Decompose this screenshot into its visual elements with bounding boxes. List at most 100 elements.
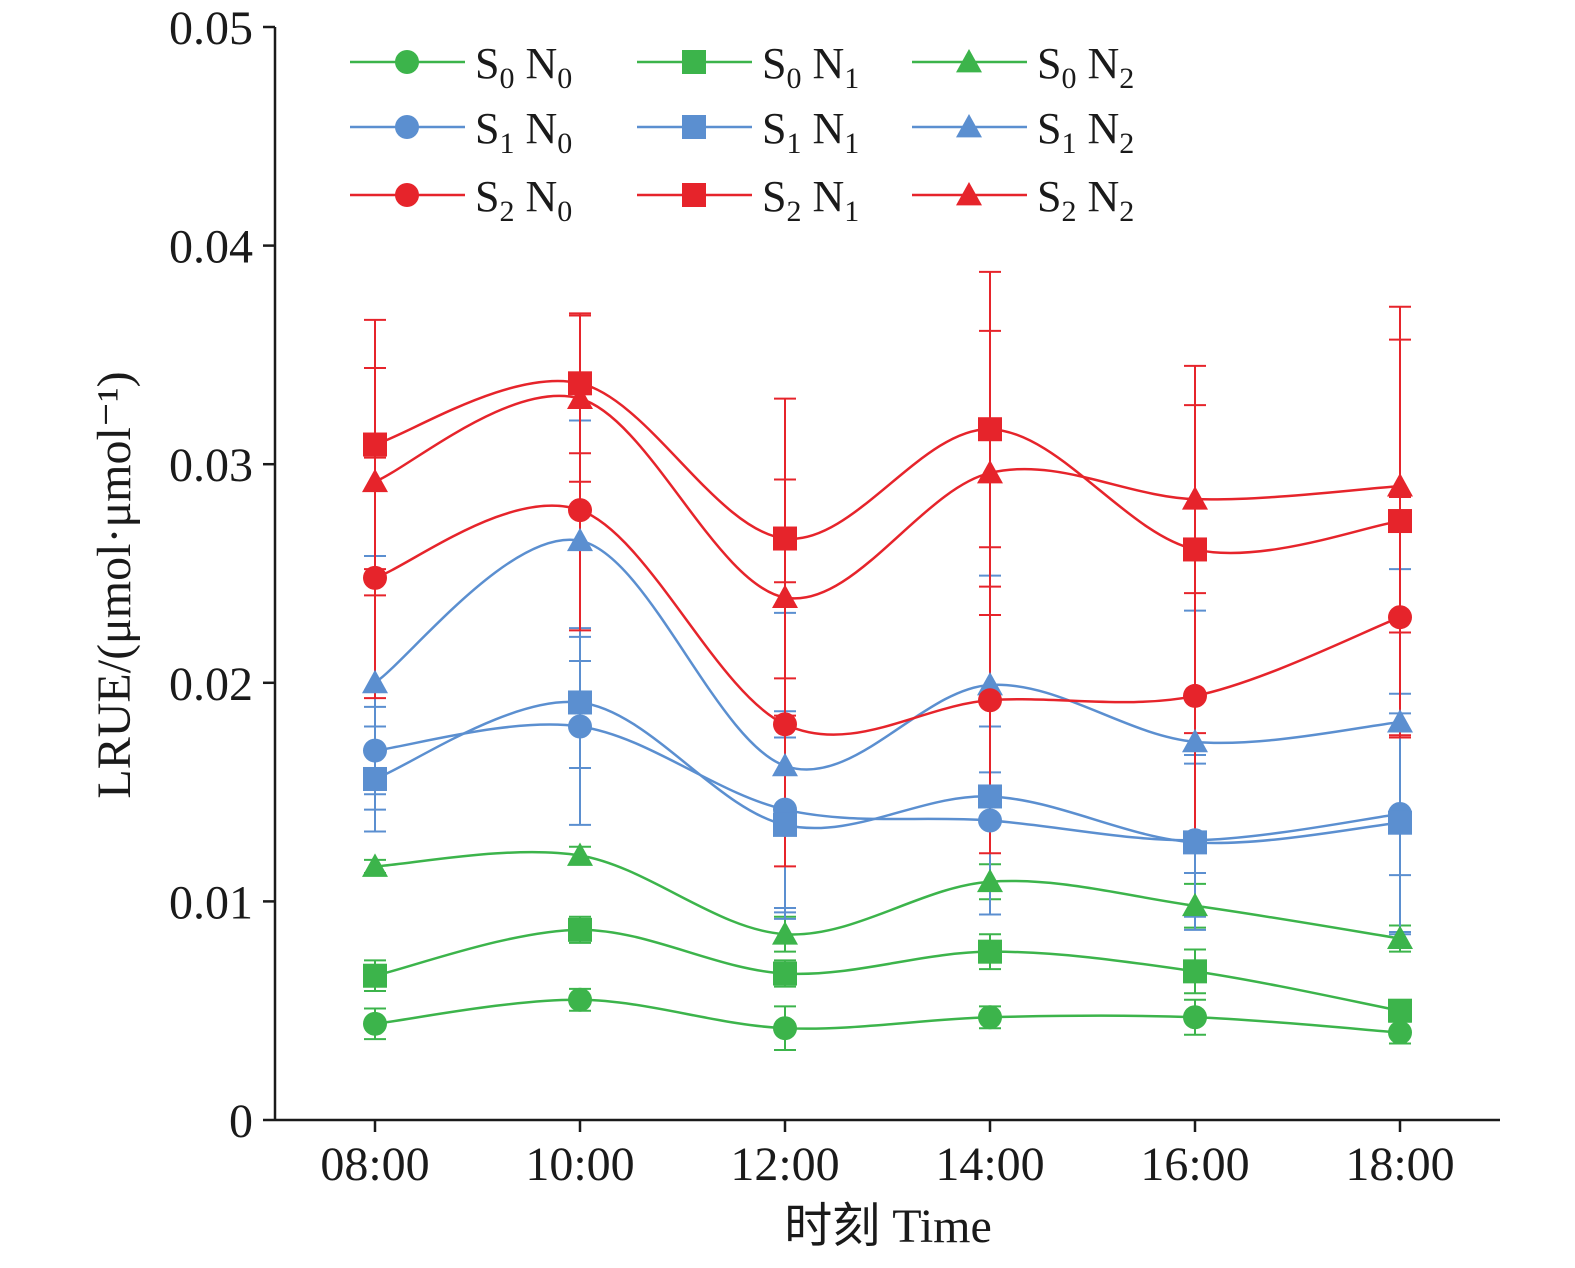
x-axis-label: 时刻 Time bbox=[784, 1200, 992, 1253]
series-line bbox=[374, 538, 1401, 771]
data-point bbox=[1387, 925, 1413, 949]
data-point bbox=[1388, 605, 1412, 630]
legend-item: S0 N2 bbox=[912, 39, 1134, 95]
data-point bbox=[568, 917, 592, 942]
y-tick-label: 0.05 bbox=[169, 2, 253, 55]
data-point bbox=[363, 738, 387, 763]
data-point bbox=[773, 1016, 797, 1041]
legend-marker bbox=[395, 115, 419, 139]
legend-marker bbox=[956, 182, 982, 206]
legend-item: S2 N2 bbox=[912, 172, 1134, 228]
data-point bbox=[363, 432, 387, 457]
data-point bbox=[1182, 892, 1208, 917]
data-point bbox=[362, 853, 388, 877]
series-line bbox=[374, 504, 1401, 736]
data-point bbox=[773, 712, 797, 737]
legend-marker bbox=[395, 183, 419, 207]
data-point bbox=[773, 526, 797, 551]
data-point bbox=[977, 868, 1003, 893]
legend-item: S1 N0 bbox=[350, 104, 572, 160]
data-point bbox=[978, 688, 1002, 713]
legend-marker bbox=[682, 183, 706, 207]
legend-label: S0 N2 bbox=[1037, 39, 1134, 95]
data-point bbox=[1182, 486, 1208, 510]
x-tick-label: 18:00 bbox=[1345, 1138, 1454, 1191]
data-point bbox=[1388, 1020, 1412, 1045]
data-point bbox=[773, 961, 797, 986]
data-point bbox=[772, 921, 798, 945]
legend-marker bbox=[682, 50, 706, 74]
data-point bbox=[977, 459, 1003, 484]
series-line bbox=[374, 723, 1401, 842]
legend-item: S2 N1 bbox=[637, 172, 859, 228]
y-ticks: 0 0.01 0.02 0.03 0.04 0.05 bbox=[169, 2, 275, 1148]
data-point bbox=[363, 963, 387, 988]
legend-label: S1 N2 bbox=[1037, 104, 1134, 160]
data-point bbox=[978, 784, 1002, 809]
legend-label: S2 N0 bbox=[475, 172, 572, 228]
x-tick-label: 10:00 bbox=[525, 1138, 634, 1191]
x-tick-label: 14:00 bbox=[935, 1138, 1044, 1191]
data-point bbox=[363, 1011, 387, 1036]
legend-item: S0 N0 bbox=[350, 39, 572, 95]
x-ticks: 08:00 10:00 12:00 14:00 16:00 18:00 bbox=[320, 1120, 1455, 1191]
legend-label: S0 N1 bbox=[762, 39, 859, 95]
data-point bbox=[362, 468, 388, 493]
data-point bbox=[773, 812, 797, 837]
y-tick-label: 0.03 bbox=[169, 439, 253, 492]
legend-item: S1 N1 bbox=[637, 104, 859, 160]
legend-label: S2 N2 bbox=[1037, 172, 1134, 228]
data-point bbox=[1182, 728, 1208, 753]
data-point bbox=[1183, 683, 1207, 708]
y-tick-label: 0 bbox=[229, 1095, 253, 1148]
series-line bbox=[374, 998, 1401, 1034]
data-point bbox=[567, 527, 593, 552]
legend: S0 N0 S0 N1 S0 N2 S1 N0 S1 N1 S1 N2 S2 N0 S2 N1… bbox=[350, 39, 1134, 228]
series-lines bbox=[374, 379, 1401, 1034]
legend-marker bbox=[682, 115, 706, 139]
legend-item: S1 N2 bbox=[912, 104, 1134, 160]
legend-item: S0 N1 bbox=[637, 39, 859, 95]
data-point bbox=[772, 584, 798, 608]
data-point bbox=[1183, 959, 1207, 984]
series-line bbox=[374, 700, 1401, 845]
data-markers bbox=[362, 371, 1413, 1045]
data-point bbox=[978, 808, 1002, 833]
data-point bbox=[1183, 1005, 1207, 1030]
data-point bbox=[362, 669, 388, 694]
data-point bbox=[1388, 998, 1412, 1023]
data-point bbox=[1183, 830, 1207, 855]
legend-label: S2 N1 bbox=[762, 172, 859, 228]
y-tick-label: 0.01 bbox=[169, 876, 253, 929]
data-point bbox=[1183, 537, 1207, 562]
legend-label: S1 N1 bbox=[762, 104, 859, 160]
x-tick-label: 12:00 bbox=[730, 1138, 839, 1191]
series-line bbox=[374, 850, 1401, 940]
data-point bbox=[363, 565, 387, 590]
axes bbox=[273, 27, 1500, 1122]
legend-marker bbox=[956, 114, 982, 138]
data-point bbox=[772, 752, 798, 777]
data-point bbox=[977, 671, 1003, 696]
legend-label: S0 N0 bbox=[475, 39, 572, 95]
x-tick-label: 08:00 bbox=[320, 1138, 429, 1191]
data-point bbox=[568, 714, 592, 739]
data-point bbox=[978, 939, 1002, 964]
series-line bbox=[374, 394, 1401, 600]
data-point bbox=[363, 766, 387, 791]
data-point bbox=[568, 498, 592, 523]
y-tick-label: 0.04 bbox=[169, 221, 253, 274]
data-point bbox=[1387, 473, 1413, 497]
data-point bbox=[567, 842, 593, 866]
data-point bbox=[567, 385, 593, 410]
series-line bbox=[374, 928, 1401, 1012]
data-point bbox=[1388, 810, 1412, 835]
y-axis-label: LRUE/(μmol·μmol⁻¹) bbox=[88, 371, 141, 798]
series-line bbox=[374, 379, 1401, 555]
legend-item: S2 N0 bbox=[350, 172, 572, 228]
data-point bbox=[1387, 709, 1413, 733]
x-tick-label: 16:00 bbox=[1140, 1138, 1249, 1191]
data-point bbox=[978, 1005, 1002, 1030]
error-bars bbox=[364, 270, 1411, 1052]
